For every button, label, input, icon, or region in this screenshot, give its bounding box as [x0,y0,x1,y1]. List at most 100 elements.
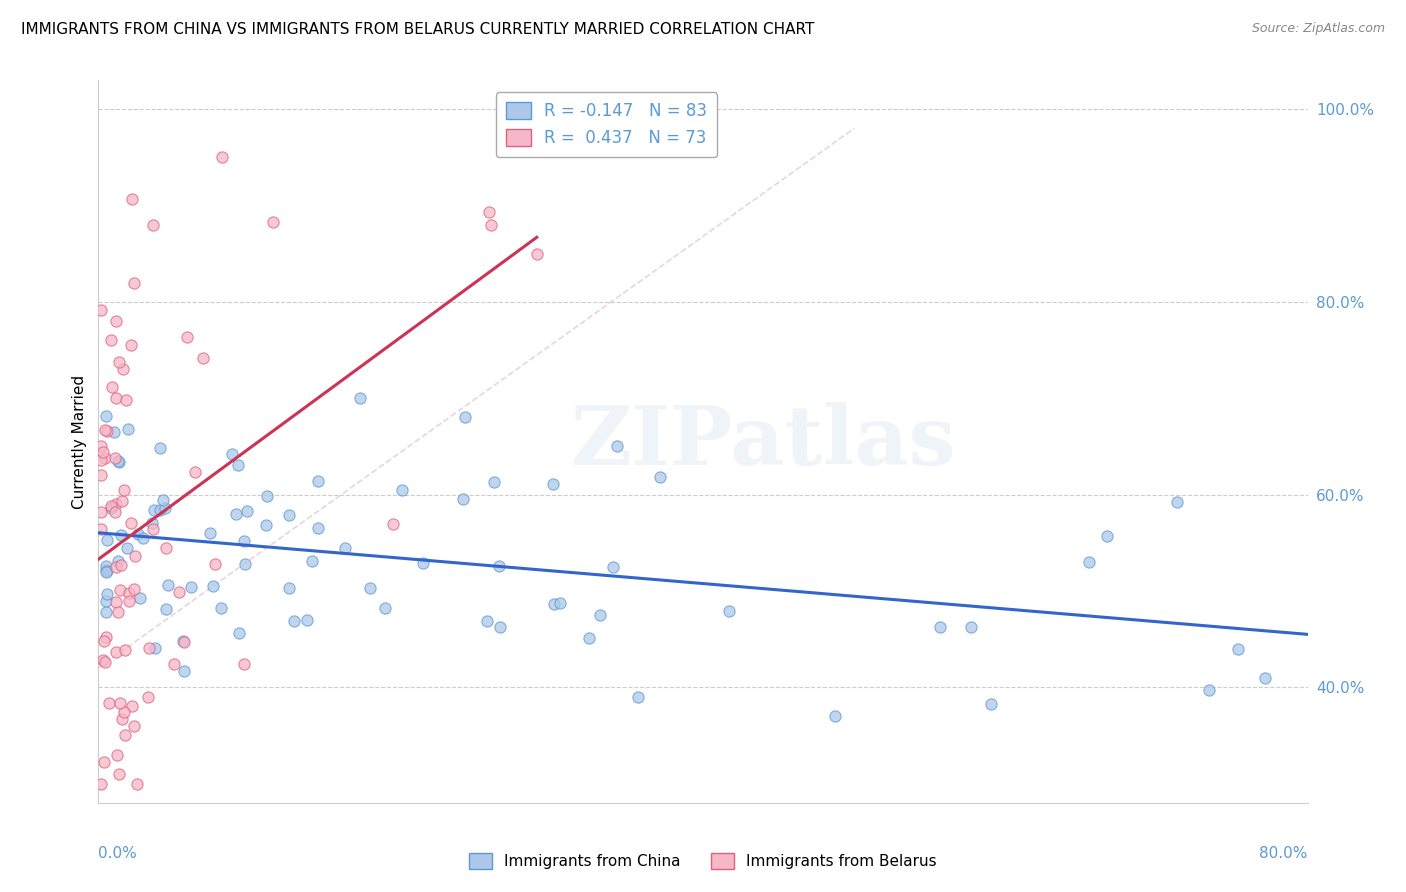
Point [131,531,153,545]
Point [107,605,129,619]
Point [548,596,571,610]
Point [412,556,434,570]
Point [201,579,224,593]
Point [233,657,256,671]
Point [105,560,128,574]
Point [104,504,127,518]
Point [1095,528,1118,542]
Point [301,554,323,568]
Point [824,709,846,723]
Point [94,451,117,466]
Point [959,620,981,634]
Point [90,439,112,453]
Point [173,634,195,648]
Point [115,392,138,407]
Point [105,747,128,762]
Point [475,614,498,628]
Point [118,586,141,600]
Point [91,653,114,667]
Point [107,767,129,781]
Point [718,604,741,618]
Point [104,497,127,511]
Text: IMMIGRANTS FROM CHINA VS IMMIGRANTS FROM BELARUS CURRENTLY MARRIED CORRELATION C: IMMIGRANTS FROM CHINA VS IMMIGRANTS FROM… [21,22,814,37]
Point [606,439,628,453]
Point [96,564,118,578]
Point [929,620,952,634]
Point [94,563,117,577]
Point [180,580,202,594]
Point [198,525,221,540]
Point [172,633,194,648]
Point [117,423,139,437]
Point [481,218,503,232]
Point [94,605,117,619]
Point [111,494,134,508]
Point [277,581,299,595]
Point [127,776,149,790]
Point [136,690,159,704]
Point [295,613,318,627]
Point [107,454,129,468]
Point [232,534,254,549]
Point [333,541,356,556]
Point [142,218,165,232]
Point [115,541,138,555]
Point [1198,682,1220,697]
Point [1166,495,1188,509]
Point [120,516,142,531]
Point [149,502,172,516]
Point [359,581,381,595]
Point [176,330,198,344]
Point [91,445,114,459]
Point [118,594,141,608]
Point [94,655,117,669]
Point [454,410,477,425]
Point [374,601,396,615]
Point [111,712,134,726]
Point [173,664,195,678]
Point [108,355,131,369]
Point [90,467,112,482]
Point [122,582,145,597]
Y-axis label: Currently Married: Currently Married [72,375,87,508]
Point [94,594,117,608]
Point [127,527,149,541]
Point [121,192,143,206]
Point [307,474,329,488]
Point [1253,671,1275,685]
Point [602,559,624,574]
Point [120,337,142,351]
Point [110,528,132,542]
Point [90,505,112,519]
Point [228,625,250,640]
Point [283,614,305,628]
Point [211,150,233,164]
Point [277,508,299,522]
Point [155,541,177,555]
Point [648,470,671,484]
Point [105,314,128,328]
Point [98,696,121,710]
Point [156,578,179,592]
Point [105,595,128,609]
Point [482,475,505,490]
Point [100,500,122,514]
Point [488,559,510,574]
Point [152,492,174,507]
Point [163,657,186,671]
Point [100,334,122,348]
Point [451,492,474,507]
Point [114,728,136,742]
Point [541,476,564,491]
Point [94,565,117,579]
Point [94,558,117,573]
Point [193,351,215,366]
Text: ZIPatlas: ZIPatlas [571,401,956,482]
Point [143,503,166,517]
Point [96,425,118,439]
Point [138,640,160,655]
Point [488,619,510,633]
Point [90,303,112,318]
Point [93,755,115,769]
Point [100,380,122,394]
